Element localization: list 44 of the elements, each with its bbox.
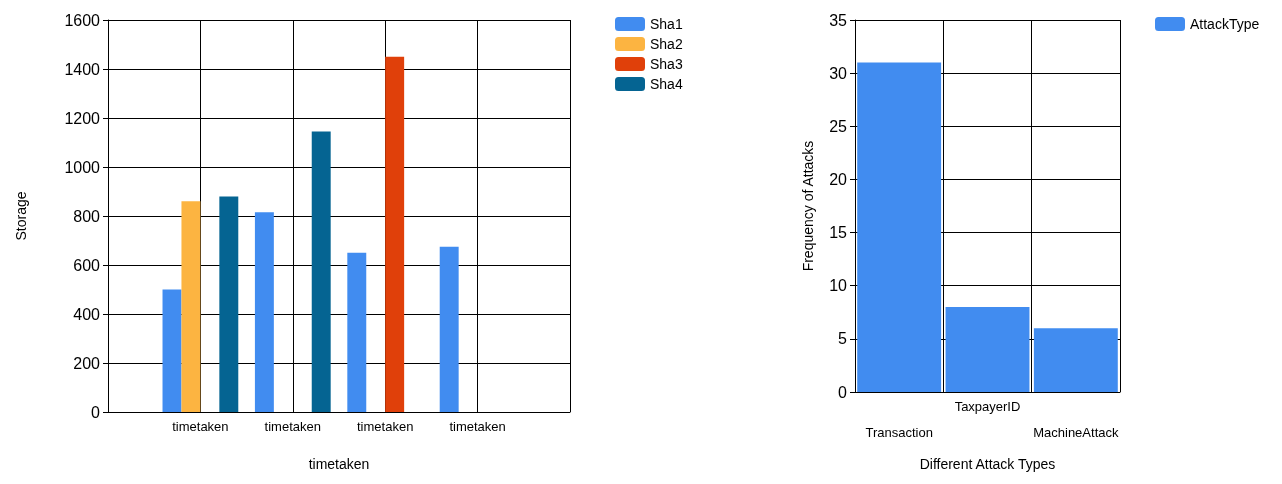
y-tick-label: 200: [73, 354, 101, 372]
bar: [439, 246, 459, 412]
legend-label: Sha1: [650, 16, 683, 32]
legend-label: Sha4: [650, 76, 683, 92]
bar: [311, 131, 331, 412]
bar: [254, 212, 274, 412]
y-tick-label: 35: [829, 11, 848, 29]
bar: [385, 56, 405, 412]
y-tick-label: 15: [829, 224, 848, 242]
y-tick-label: 1400: [64, 60, 101, 78]
y-tick-label: 30: [829, 64, 848, 82]
x-tick-label: Transaction: [865, 425, 933, 440]
y-axis-title: Storage: [13, 191, 29, 241]
bar: [347, 252, 367, 412]
x-axis-title: Different Attack Types: [919, 456, 1056, 472]
bar: [857, 62, 942, 392]
bar: [219, 196, 239, 412]
legend-label: AttackType: [1190, 16, 1260, 32]
y-tick-label: 800: [73, 207, 101, 225]
x-tick-label: timetaken: [172, 419, 229, 434]
y-tick-label: 10: [829, 277, 848, 295]
y-tick-label: 0: [91, 403, 101, 421]
bar: [162, 289, 182, 412]
x-axis-title: timetaken: [308, 456, 370, 472]
y-tick-label: 1200: [64, 109, 101, 127]
y-tick-label: 0: [838, 383, 848, 401]
x-tick-label: timetaken: [264, 419, 321, 434]
y-tick-label: 5: [838, 330, 848, 348]
x-tick-label: timetaken: [357, 419, 414, 434]
y-tick-label: 25: [829, 117, 848, 135]
y-tick-label: 600: [73, 256, 101, 274]
x-tick-label: timetaken: [449, 419, 506, 434]
x-tick-label: TaxpayerID: [954, 399, 1021, 414]
y-tick-label: 1600: [64, 11, 101, 29]
x-tick-label: MachineAttack: [1033, 425, 1119, 440]
y-tick-label: 20: [829, 170, 848, 188]
bar: [1033, 328, 1118, 392]
y-tick-label: 400: [73, 305, 101, 323]
bar: [181, 201, 201, 412]
legend-label: Sha3: [650, 56, 683, 72]
y-axis-title: Frequency of Attacks: [800, 140, 816, 272]
y-tick-label: 1000: [64, 158, 101, 176]
legend-label: Sha2: [650, 36, 683, 52]
bar: [945, 306, 1030, 392]
